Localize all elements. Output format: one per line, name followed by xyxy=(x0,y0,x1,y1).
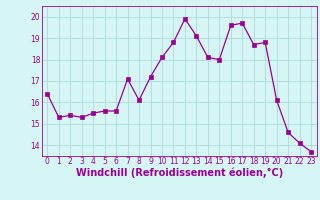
X-axis label: Windchill (Refroidissement éolien,°C): Windchill (Refroidissement éolien,°C) xyxy=(76,168,283,178)
